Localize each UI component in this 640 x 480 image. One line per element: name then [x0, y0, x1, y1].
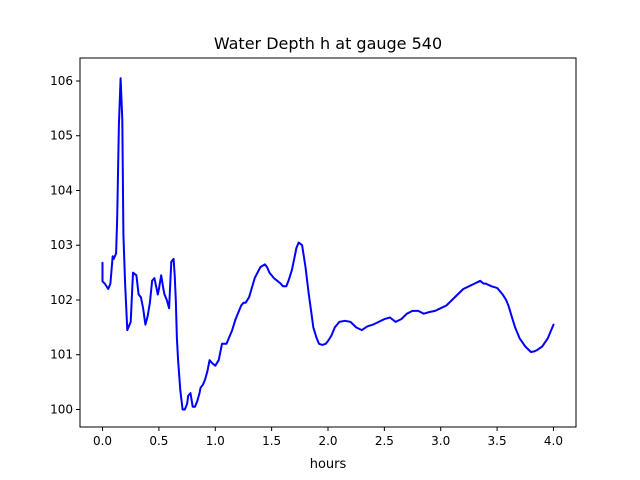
y-tick-label: 106 — [50, 74, 73, 88]
x-tick-label: 0.0 — [93, 434, 112, 448]
x-tick-label: 3.0 — [431, 434, 450, 448]
x-tick-label: 2.5 — [375, 434, 394, 448]
y-tick-label: 104 — [50, 183, 73, 197]
y-tick-label: 105 — [50, 129, 73, 143]
plot-area — [101, 77, 555, 411]
y-tick-label: 103 — [50, 238, 73, 252]
x-tick-label: 0.5 — [149, 434, 168, 448]
y-tick-label: 101 — [50, 348, 73, 362]
y-axis: 100 101 102 103 104 105 106 — [50, 74, 80, 416]
x-tick-label: 3.5 — [488, 434, 507, 448]
x-axis-label: hours — [310, 457, 347, 472]
y-tick-label: 102 — [50, 293, 73, 307]
x-tick-label: 4.0 — [544, 434, 563, 448]
x-axis: 0.0 0.5 1.0 1.5 2.0 2.5 3.0 3.5 4.0 — [93, 427, 563, 448]
y-tick-label: 100 — [50, 402, 73, 416]
chart-title: Water Depth h at gauge 540 — [214, 34, 442, 53]
x-tick-label: 2.0 — [318, 434, 337, 448]
x-tick-label: 1.0 — [206, 434, 225, 448]
series-line-0 — [101, 77, 555, 411]
x-tick-label: 1.5 — [262, 434, 281, 448]
